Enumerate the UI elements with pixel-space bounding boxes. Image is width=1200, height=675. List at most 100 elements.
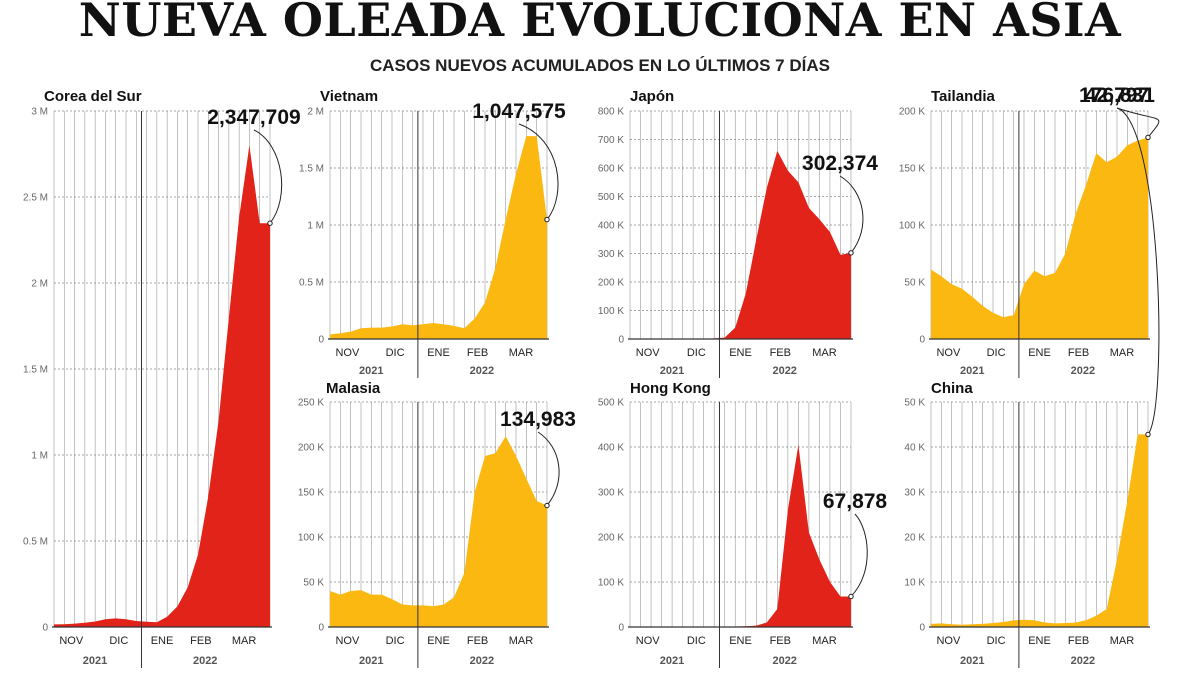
y-tick-label: 30 K	[904, 488, 925, 499]
callout-leader	[1116, 107, 1160, 435]
callout-point	[848, 250, 854, 256]
y-tick-label: 0	[318, 335, 324, 346]
y-tick-label: 600 K	[598, 164, 624, 175]
callout-value: 67,878	[823, 490, 888, 513]
x-month-label: NOV	[335, 635, 360, 647]
y-tick-label: 3 M	[31, 107, 48, 118]
callout-leader	[1116, 107, 1160, 138]
x-year-label: 2021	[960, 655, 984, 667]
area-series	[630, 444, 851, 627]
x-month-label: MAR	[1110, 347, 1135, 359]
callout-value: 2,347,709	[207, 106, 300, 129]
x-year-label: 2022	[1071, 365, 1095, 377]
x-year-label: 2022	[470, 365, 494, 377]
y-tick-label: 0.5 M	[299, 278, 324, 289]
x-month-label: ENE	[1028, 635, 1051, 647]
y-tick-label: 50 K	[303, 578, 324, 589]
page-title: NUEVA OLEADA EVOLUCIONA EN ASIA	[78, 0, 1122, 47]
y-tick-label: 100 K	[598, 306, 624, 317]
chart-panel-0: Corea del Sur 0 0.5 M 1 M 1.5 M 2 M 2.5 M 3 M NO…	[23, 88, 301, 668]
callout-leader	[839, 175, 864, 254]
x-month-label: FEB	[467, 635, 488, 647]
y-tick-label: 300 K	[598, 249, 624, 260]
x-year-label: 2021	[359, 655, 383, 667]
x-month-label: DIC	[386, 635, 405, 647]
panel-title: Japón	[630, 88, 674, 105]
x-month-label: NOV	[335, 347, 360, 359]
x-month-label: DIC	[109, 635, 128, 647]
x-month-label: ENE	[427, 635, 450, 647]
chart-panel-2: Japón 0 100 K 200 K 300 K 400 K 500 K 600 K 700 …	[598, 88, 878, 378]
x-month-label: NOV	[636, 347, 661, 359]
chart-panel-6: China 0 10 K 20 K 30 K 40 K 50 K NOV DIC ENE FEB MA…	[904, 84, 1160, 668]
panel-title: Hong Kong	[630, 380, 711, 397]
x-month-label: MAR	[1110, 635, 1135, 647]
y-tick-label: 300 K	[598, 488, 624, 499]
x-year-label: 2021	[960, 365, 984, 377]
y-tick-label: 500 K	[598, 398, 624, 409]
x-month-label: ENE	[1028, 347, 1051, 359]
x-month-label: DIC	[386, 347, 405, 359]
y-tick-label: 400 K	[598, 443, 624, 454]
chart-panel-3: Tailandia 0 50 K 100 K 150 K 200 K NOV DIC ENE FE…	[899, 84, 1160, 378]
y-tick-label: 50 K	[904, 278, 925, 289]
y-tick-label: 1.5 M	[299, 164, 324, 175]
callout-point	[267, 220, 273, 226]
y-tick-label: 200 K	[899, 107, 925, 118]
x-month-label: ENE	[151, 635, 174, 647]
y-tick-label: 150 K	[899, 164, 925, 175]
x-month-label: MAR	[509, 347, 534, 359]
y-tick-label: 0	[919, 335, 925, 346]
y-tick-label: 0	[318, 623, 324, 634]
x-month-label: ENE	[729, 347, 752, 359]
y-tick-label: 2.5 M	[23, 193, 48, 204]
y-tick-label: 40 K	[904, 443, 925, 454]
x-month-label: MAR	[812, 347, 837, 359]
x-year-label: 2021	[359, 365, 383, 377]
callout-value: 176,831	[1079, 84, 1155, 107]
area-series	[54, 145, 270, 627]
chart-panel-4: Malasia 0 50 K 100 K 150 K 200 K 250 K NOV DIC EN…	[298, 380, 576, 668]
callout-point	[544, 502, 550, 509]
x-year-label: 2022	[772, 365, 796, 377]
x-year-label: 2022	[1071, 655, 1095, 667]
area-series	[630, 150, 851, 339]
y-tick-label: 1 M	[31, 451, 48, 462]
x-month-label: FEB	[770, 635, 791, 647]
area-series	[931, 137, 1148, 339]
callout-leader	[850, 513, 868, 597]
x-month-label: MAR	[232, 635, 257, 647]
x-year-label: 2022	[772, 655, 796, 667]
panel-title: China	[931, 380, 973, 397]
x-month-label: ENE	[427, 347, 450, 359]
y-tick-label: 0	[618, 335, 624, 346]
callout-value: 134,983	[500, 408, 576, 431]
y-tick-label: 250 K	[298, 398, 324, 409]
panel-title: Corea del Sur	[44, 88, 142, 105]
x-month-label: NOV	[636, 635, 661, 647]
x-year-label: 2021	[660, 655, 684, 667]
y-tick-label: 20 K	[904, 533, 925, 544]
callout-point	[1145, 134, 1151, 141]
callout-point	[1145, 431, 1151, 438]
x-month-label: FEB	[467, 347, 488, 359]
x-year-label: 2021	[660, 365, 684, 377]
callout-point	[848, 593, 854, 600]
chart-panel-1: Vietnam 0 0.5 M 1 M 1.5 M 2 M NOV DIC ENE FEB MAR 2…	[299, 88, 566, 378]
y-tick-label: 100 K	[899, 221, 925, 232]
callout-value: 42,797	[1085, 84, 1149, 107]
callout-leader	[253, 129, 283, 224]
y-tick-label: 800 K	[598, 107, 624, 118]
x-month-label: ENE	[729, 635, 752, 647]
y-tick-label: 0	[919, 623, 925, 634]
panel-title: Vietnam	[320, 88, 378, 105]
callout-value: 1,047,575	[472, 100, 566, 123]
area-series	[931, 434, 1148, 627]
x-month-label: NOV	[936, 347, 961, 359]
area-series	[330, 136, 547, 339]
panel-title: Malasia	[326, 380, 381, 397]
y-tick-label: 200 K	[598, 533, 624, 544]
x-month-label: FEB	[770, 347, 791, 359]
x-year-label: 2021	[83, 655, 107, 667]
